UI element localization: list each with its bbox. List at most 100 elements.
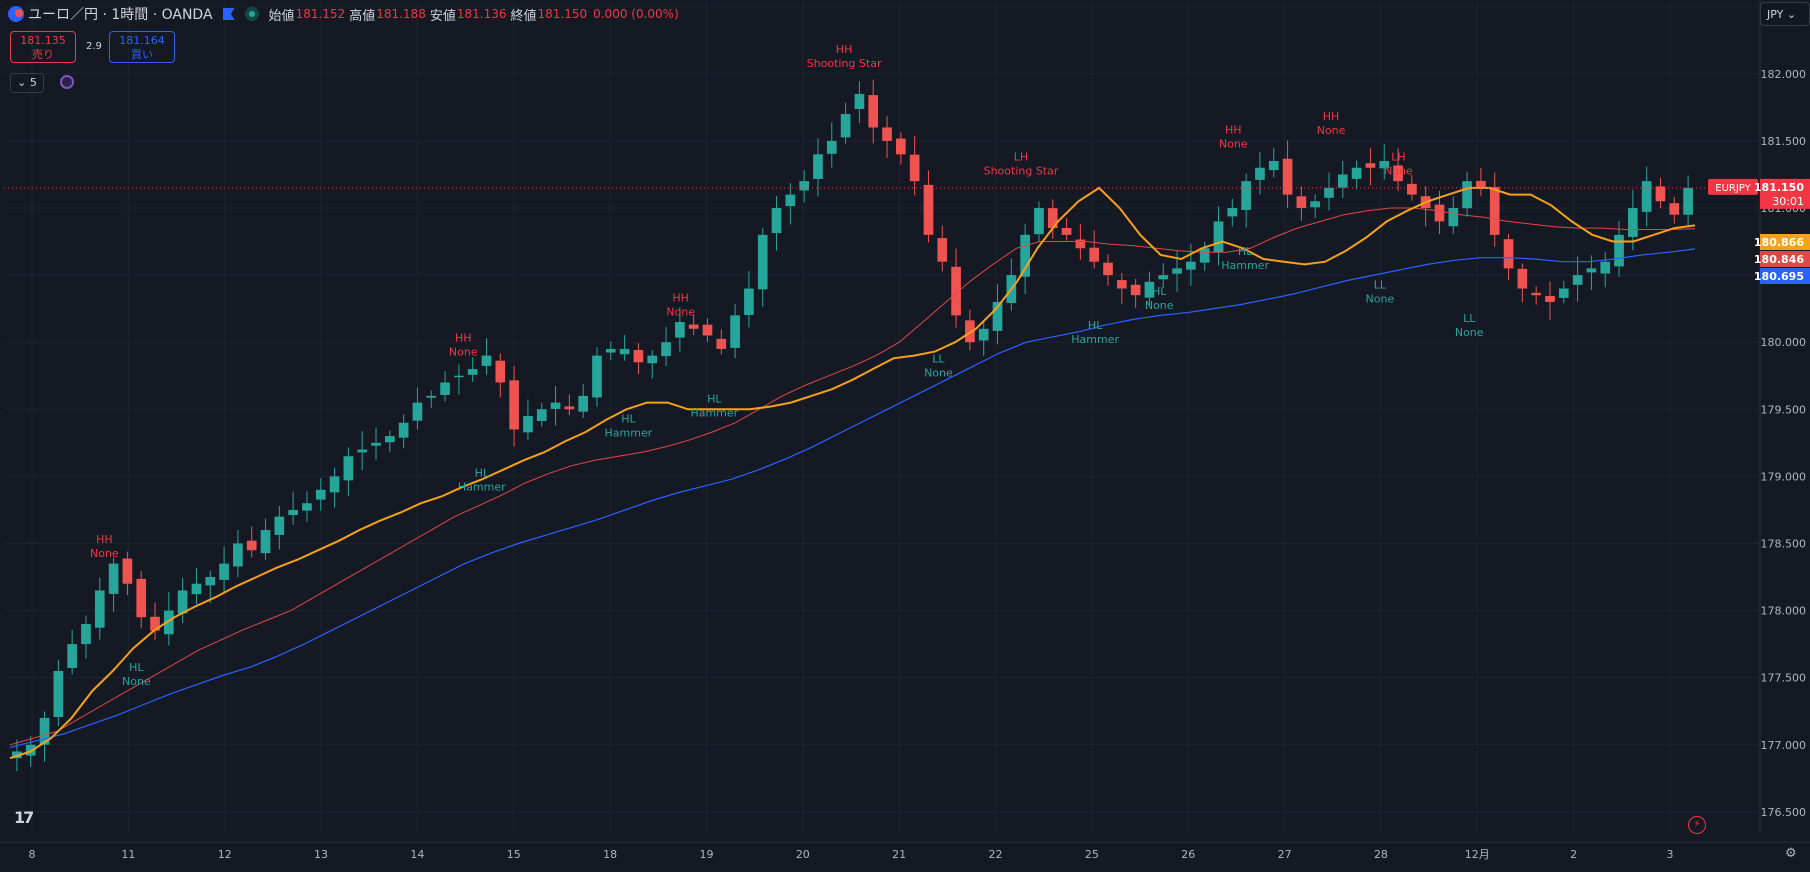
candle-body: [896, 138, 906, 155]
candle-body: [67, 644, 77, 668]
pattern-label-type: HH: [1225, 124, 1242, 137]
pattern-label-type: HH: [96, 533, 113, 546]
candle-body: [1158, 275, 1169, 280]
candle-body: [1614, 234, 1624, 267]
candle-body: [744, 288, 754, 315]
pattern-label-name: None: [122, 675, 151, 688]
y-tick-label: 179.500: [1761, 403, 1807, 416]
sell-button[interactable]: 181.135 売り: [10, 31, 76, 63]
ema-tag-bg: [1760, 268, 1810, 284]
candle-body: [688, 324, 699, 329]
market-status-icon[interactable]: [244, 7, 259, 21]
x-tick-label: 12月: [1465, 848, 1490, 861]
candle-body: [661, 342, 671, 357]
symbol-flag-icon: [8, 6, 24, 22]
candle-body: [1655, 186, 1666, 202]
pattern-label-type: HH: [672, 291, 689, 304]
candle-body: [302, 503, 312, 511]
x-tick-label: 14: [410, 848, 424, 861]
pattern-label-name: None: [1384, 164, 1413, 177]
candle-body: [315, 489, 326, 500]
candle-body: [1448, 208, 1459, 227]
candle-body: [951, 266, 961, 316]
candle-body: [163, 610, 174, 635]
flash-icon[interactable]: ⚡: [1688, 816, 1706, 834]
candle-body: [357, 449, 368, 453]
low-value: 181.136: [456, 7, 507, 21]
x-tick-label: 28: [1374, 848, 1388, 861]
candle-body: [1462, 181, 1472, 209]
symbol-tag-label: EURJPY: [1715, 183, 1751, 194]
ema-tag-bg: [1760, 251, 1810, 267]
pattern-label-name: None: [924, 366, 953, 379]
ema-tag: 180.866: [1754, 236, 1804, 249]
candle-body: [799, 181, 809, 191]
x-tick-label: 20: [796, 848, 810, 861]
currency-select[interactable]: JPY ⌄: [1760, 2, 1810, 26]
candle-body: [523, 416, 533, 433]
pattern-label-name: Shooting Star: [984, 164, 1059, 177]
candle-body: [647, 355, 658, 364]
candle-body: [191, 583, 202, 595]
candle-body: [1020, 234, 1030, 277]
candle-body: [136, 578, 147, 618]
candle-body: [564, 406, 575, 410]
high-value: 181.188: [376, 7, 426, 21]
indicator-toggle-button[interactable]: ⌄ 5: [10, 73, 44, 93]
candle-body: [53, 670, 64, 717]
tradingview-logo[interactable]: 17: [14, 808, 34, 827]
bookmark-flag-icon[interactable]: [222, 8, 235, 20]
candle-body: [39, 717, 50, 745]
x-tick-label: 27: [1278, 848, 1292, 861]
candle-body: [578, 395, 589, 412]
loading-icon: [60, 75, 74, 89]
change-value: 0.000 (0.00%): [593, 7, 679, 21]
candle-body: [1351, 167, 1362, 179]
candle-body: [1089, 247, 1100, 262]
x-tick-label: 3: [1667, 848, 1674, 861]
buy-button[interactable]: 181.164 買い: [109, 31, 175, 63]
close-label: 終値: [510, 8, 537, 24]
candle-body: [260, 530, 271, 554]
sell-price: 181.135: [20, 34, 66, 47]
pattern-label-name: Hammer: [605, 427, 653, 440]
y-tick-label: 178.000: [1761, 605, 1807, 618]
symbol-title[interactable]: ユーロ／円 · 1時間 · OANDA: [28, 7, 213, 23]
candle-body: [1227, 208, 1238, 217]
x-tick-label: 8: [29, 848, 36, 861]
x-tick-label: 2: [1570, 848, 1577, 861]
candle-body: [1047, 208, 1058, 229]
pattern-label-type: HH: [455, 332, 472, 345]
pattern-label-name: Shooting Star: [807, 57, 882, 70]
x-tick-label: 11: [121, 848, 135, 861]
candle-body: [495, 360, 506, 383]
candle-body: [1186, 261, 1196, 270]
candle-body: [1310, 201, 1321, 208]
candle-body: [813, 154, 823, 179]
candle-body: [246, 540, 257, 551]
x-tick-label: 12: [218, 848, 232, 861]
candle-body: [1669, 203, 1680, 215]
x-tick-label: 18: [603, 848, 617, 861]
pattern-label-name: Hammer: [458, 480, 506, 493]
candle-body: [1683, 187, 1693, 215]
candle-body: [923, 184, 934, 235]
candle-body: [1337, 174, 1348, 188]
pattern-label-type: HL: [129, 661, 144, 674]
gear-icon[interactable]: ⚙: [1785, 846, 1797, 861]
pattern-label-type: LH: [1014, 150, 1028, 163]
ema-tag-bg: [1760, 234, 1810, 250]
y-tick-label: 182.000: [1761, 68, 1807, 81]
candle-body: [329, 476, 340, 493]
candle-body: [412, 402, 423, 421]
chart-header: ユーロ／円 · 1時間 · OANDA 始値 181.152 高値 181.188 …: [8, 4, 679, 24]
candle-body: [882, 127, 892, 141]
pattern-label-name: None: [449, 346, 478, 359]
candle-body: [288, 509, 298, 516]
ema-slow-line: [9, 248, 1696, 749]
candle-body: [1282, 158, 1293, 195]
candle-body: [1034, 208, 1044, 235]
y-tick-label: 179.000: [1761, 470, 1807, 483]
candle-body: [1379, 161, 1390, 169]
